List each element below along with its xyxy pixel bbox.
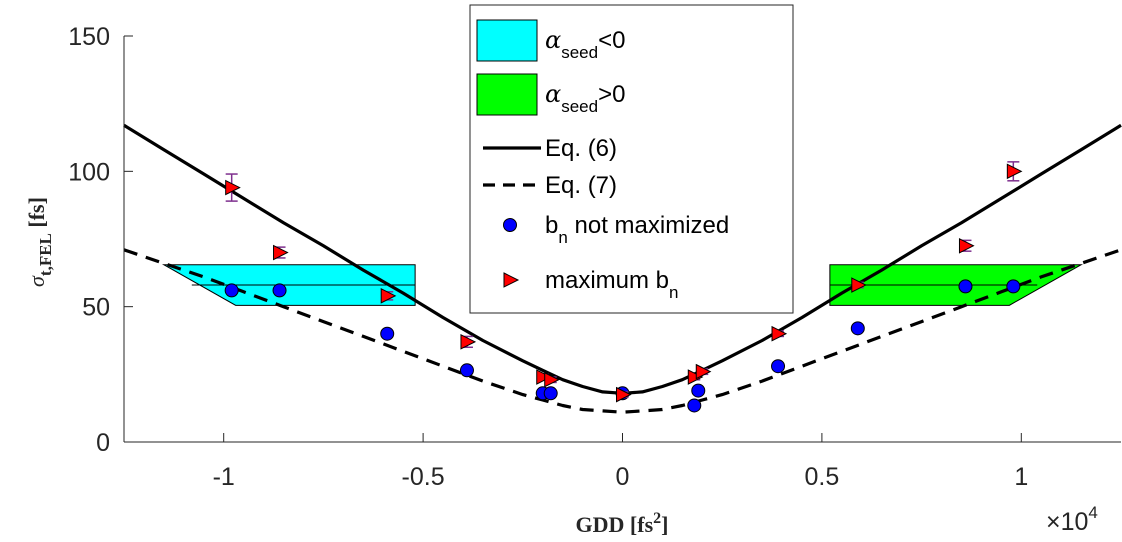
x-tick-label: 0 [616, 463, 630, 491]
maximum-bn-point [958, 237, 975, 254]
legend: αseed<0 αseed>0 Eq. (6) Eq. (7) bn not maxim… [469, 4, 794, 314]
maximum-bn-point [225, 179, 241, 196]
y-tick-label: 0 [96, 429, 110, 457]
legend-triangle-marker [503, 272, 520, 288]
x-axis-exponent: ×104 [1046, 503, 1098, 536]
x-tick-label: -0.5 [402, 463, 445, 491]
axes [123, 35, 1121, 443]
y-tick-label: 150 [68, 23, 110, 51]
bn-not-maximized-point [771, 359, 786, 374]
y-axis-label: σt,FEL [fs] [24, 197, 55, 287]
legend-label: αseed<0 [545, 26, 625, 62]
bn-not-maximized-point [543, 386, 558, 401]
maximum-bn-point [1006, 163, 1023, 180]
bn-not-maximized-point [687, 398, 702, 413]
maximum-bn-point [536, 369, 552, 385]
bn-not-maximized-point [1006, 279, 1021, 294]
bn-not-maximized-point [224, 283, 239, 298]
legend-label: Eq. (6) [545, 135, 617, 162]
x-tick-label: 1 [1014, 463, 1028, 491]
maximum-bn-point [460, 334, 477, 350]
maximum-bn-point [851, 277, 867, 293]
x-tick-label: 0.5 [805, 463, 840, 491]
maximum-bn-point [544, 371, 560, 388]
y-tick-label: 100 [68, 158, 110, 186]
markers [224, 161, 1023, 413]
legend-label: αseed>0 [545, 80, 625, 116]
legend-patch [476, 19, 538, 62]
legend-label: maximum bn [545, 267, 679, 302]
tick-labels: -1 -0.5 0 0.5 1 0 50 100 150 [68, 23, 1028, 491]
maximum-bn-point [695, 363, 712, 380]
bn-not-maximized-point [272, 283, 287, 298]
bn-not-maximized-point [850, 321, 865, 336]
legend-label: bn not maximized [545, 212, 729, 247]
bn-not-maximized-point [380, 326, 395, 341]
bn-not-maximized-point [958, 279, 973, 294]
legend-patch [476, 73, 538, 116]
x-tick-label: -1 [213, 463, 235, 491]
legend-circle-marker [503, 218, 517, 232]
bn-not-maximized-point [691, 383, 706, 398]
legend-label: Eq. (7) [545, 172, 617, 199]
eq7-curve [123, 248, 1122, 414]
maximum-bn-point [616, 386, 632, 403]
maximum-bn-point [687, 369, 704, 385]
maximum-bn-point [771, 325, 788, 342]
y-tick-label: 50 [82, 294, 110, 322]
maximum-bn-point [380, 288, 397, 304]
x-axis-label: GDD [fs2] [576, 510, 669, 537]
bn-not-maximized-point [459, 363, 474, 378]
maximum-bn-point [273, 244, 289, 261]
